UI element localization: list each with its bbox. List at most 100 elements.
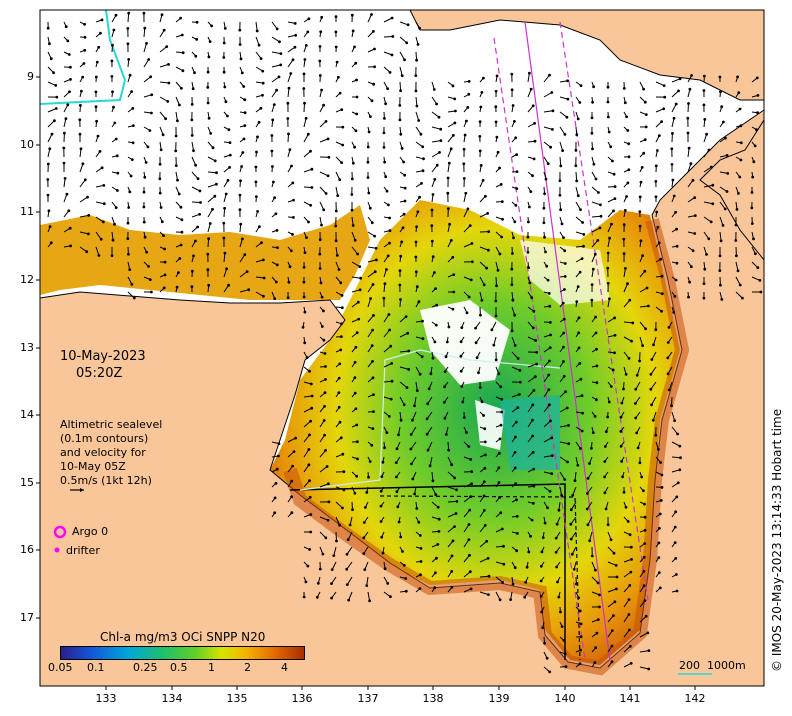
velocity-arrow: [623, 645, 631, 653]
velocity-arrow: [636, 366, 641, 376]
velocity-arrow-head: [49, 57, 53, 61]
velocity-arrow-head: [707, 148, 711, 152]
velocity-arrow-head: [371, 328, 374, 332]
velocity-arrow-head: [543, 235, 546, 239]
velocity-arrow-head: [383, 567, 387, 571]
velocity-arrow-head: [126, 42, 130, 46]
velocity-arrow: [143, 28, 146, 38]
velocity-arrow-head: [399, 418, 403, 422]
velocity-arrow-head: [146, 145, 150, 149]
velocity-arrow-head: [595, 347, 598, 351]
velocity-arrow-head: [497, 451, 501, 455]
velocity-arrow-head: [624, 372, 628, 376]
velocity-arrow-head: [452, 273, 456, 276]
velocity-arrow-head: [674, 210, 677, 214]
velocity-arrow-head: [558, 179, 562, 183]
velocity-arrow-head: [575, 300, 579, 303]
velocity-arrow: [287, 73, 292, 83]
velocity-arrow-head: [659, 461, 662, 464]
velocity-arrow-head: [163, 247, 167, 251]
velocity-arrow-head: [563, 288, 566, 291]
velocity-arrow-head: [755, 76, 759, 80]
velocity-arrow-head: [547, 388, 551, 391]
velocity-arrow-head: [626, 129, 630, 132]
velocity-arrow-head: [576, 285, 580, 288]
velocity-arrow-head: [623, 101, 627, 105]
velocity-arrow-head: [309, 513, 313, 516]
velocity-arrow-head: [515, 187, 519, 191]
velocity-arrow-head: [294, 33, 298, 37]
velocity-arrow-head: [302, 265, 306, 269]
velocity-arrow-head: [228, 153, 232, 157]
velocity-arrow: [635, 381, 641, 390]
velocity-arrow-head: [356, 440, 359, 444]
velocity-arrow-head: [320, 15, 324, 19]
velocity-arrow: [543, 74, 550, 83]
velocity-arrow: [639, 650, 649, 653]
velocity-arrow-head: [191, 87, 195, 91]
velocity-arrow-head: [87, 214, 91, 217]
velocity-arrow-head: [514, 482, 518, 485]
velocity-arrow-head: [277, 454, 280, 458]
velocity-arrow-head: [674, 573, 678, 576]
velocity-arrow-head: [371, 360, 374, 363]
velocity-arrow-head: [622, 490, 626, 494]
velocity-arrow-head: [150, 290, 153, 294]
velocity-arrow-head: [415, 507, 419, 510]
velocity-arrow: [543, 389, 550, 398]
velocity-arrow-head: [451, 255, 455, 259]
velocity-arrow-head: [433, 271, 436, 274]
velocity-arrow-head: [110, 59, 114, 63]
velocity-arrow-head: [207, 55, 211, 59]
velocity-arrow-head: [127, 206, 131, 209]
velocity-arrow-head: [196, 177, 200, 181]
velocity-arrow-head: [373, 65, 376, 69]
velocity-arrow: [303, 133, 309, 143]
velocity-arrow-head: [548, 73, 551, 77]
velocity-arrow: [207, 171, 217, 174]
velocity-arrow-head: [559, 164, 563, 168]
velocity-arrow-head: [370, 443, 374, 447]
velocity-arrow-head: [355, 95, 359, 99]
velocity-arrow-head: [658, 526, 661, 530]
velocity-arrow-head: [180, 230, 184, 234]
velocity-arrow-head: [398, 118, 402, 122]
velocity-arrow-head: [325, 465, 329, 468]
velocity-arrow-head: [592, 85, 595, 89]
velocity-arrow-head: [497, 481, 501, 484]
velocity-arrow-head: [69, 78, 72, 81]
velocity-arrow: [335, 186, 339, 196]
velocity-arrow: [463, 496, 472, 503]
velocity-arrow: [463, 509, 471, 518]
velocity-arrow-head: [626, 282, 629, 286]
velocity-arrow: [447, 163, 450, 173]
velocity-arrow-head: [569, 537, 573, 541]
velocity-arrow-head: [517, 393, 521, 396]
argo-label: Argo 0: [72, 525, 109, 538]
velocity-arrow-head: [582, 233, 586, 236]
velocity-arrow-head: [175, 285, 179, 289]
velocity-arrow-head: [384, 102, 387, 106]
velocity-arrow-head: [625, 195, 628, 198]
velocity-arrow-head: [672, 311, 676, 314]
velocity-arrow-head: [671, 132, 674, 135]
velocity-arrow-head: [307, 463, 311, 467]
velocity-arrow-head: [735, 254, 738, 258]
velocity-arrow-head: [737, 91, 741, 95]
velocity-arrow: [703, 184, 713, 188]
velocity-arrow-head: [640, 166, 644, 169]
velocity-arrow-head: [569, 508, 573, 512]
velocity-arrow: [543, 92, 553, 98]
velocity-arrow-head: [494, 299, 498, 303]
velocity-arrow-head: [144, 161, 148, 164]
velocity-arrow-head: [369, 297, 372, 300]
velocity-arrow: [687, 163, 692, 173]
velocity-arrow-head: [274, 212, 278, 216]
velocity-arrow: [623, 336, 632, 342]
velocity-arrow-head: [611, 159, 614, 163]
velocity-arrow: [527, 390, 535, 398]
velocity-arrow-head: [450, 585, 454, 589]
velocity-arrow: [431, 151, 440, 158]
velocity-arrow-head: [453, 121, 457, 125]
velocity-arrow-head: [670, 163, 674, 166]
